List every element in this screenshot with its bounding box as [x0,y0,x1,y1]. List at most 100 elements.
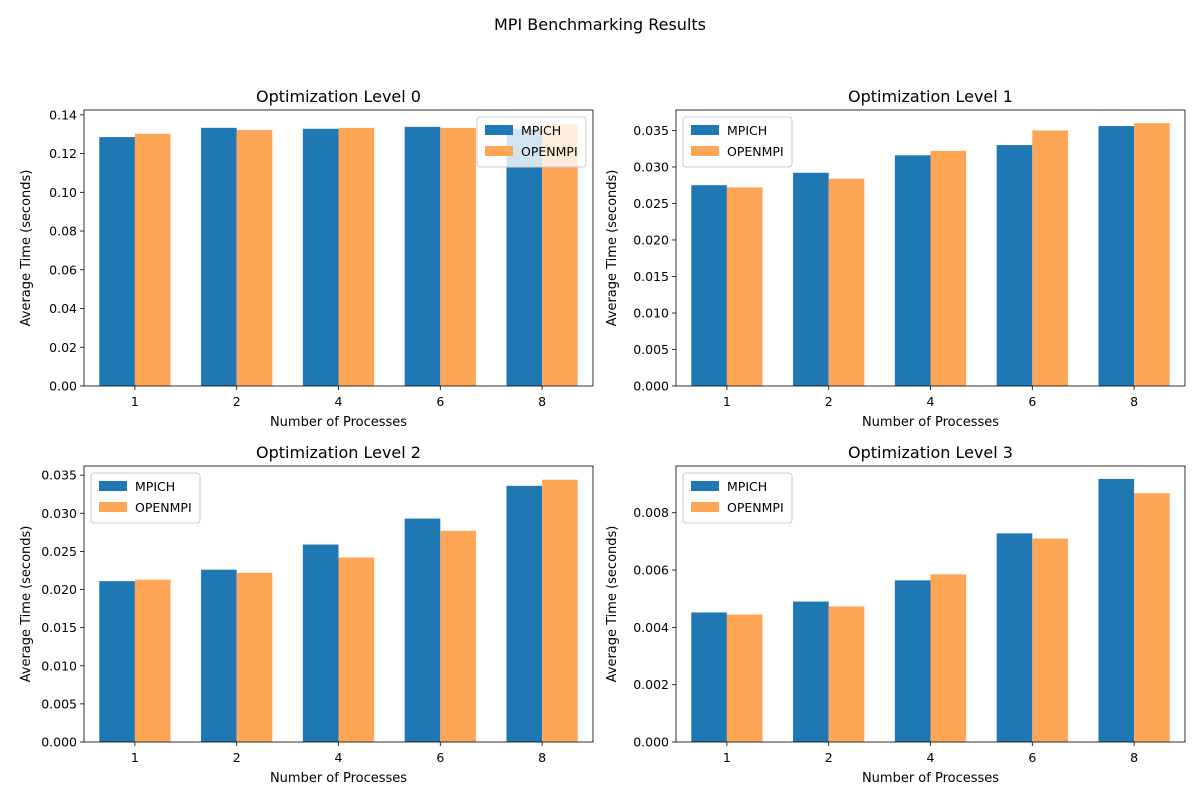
x-tick-label: 1 [131,394,139,409]
x-axis-label: Number of Processes [270,771,407,786]
y-tick-label: 0.006 [633,563,669,578]
bar-openmpi-6 [1032,538,1068,742]
x-tick-label: 2 [825,394,833,409]
y-axis-label: Average Time (seconds) [19,170,34,327]
bar-openmpi-2 [828,178,865,386]
bar-mpich-1 [691,185,727,386]
y-tick-label: 0.10 [49,185,77,200]
y-tick-label: 0.00 [49,379,77,394]
bar-mpich-1 [691,612,727,742]
bar-openmpi-6 [440,530,476,742]
subplot-title: Optimization Level 3 [848,443,1013,462]
legend: MPICH OPENMPI [682,116,793,168]
legend-label-mpich: MPICH [727,479,767,494]
bar-openmpi-4 [338,557,375,742]
x-tick-label: 2 [233,750,241,765]
legend-label-openmpi: OPENMPI [135,500,192,515]
y-tick-label: 0.015 [633,269,669,284]
x-axis-label: Number of Processes [270,415,407,430]
bar-mpich-4 [302,128,339,387]
legend-swatch-mpich [485,125,513,135]
legend-label-openmpi: OPENMPI [521,144,578,159]
bar-openmpi-2 [236,129,273,387]
bar-mpich-6 [404,518,441,742]
x-tick-label: 1 [723,750,731,765]
y-tick-label: 0.025 [41,544,77,559]
y-tick-label: 0.035 [633,123,669,138]
legend: MPICH OPENMPI [476,116,587,168]
legend: MPICH OPENMPI [682,472,793,524]
subplot-title: Optimization Level 1 [848,87,1013,106]
bar-openmpi-2 [236,572,273,742]
x-tick-label: 4 [927,750,935,765]
bar-openmpi-8 [542,123,578,387]
bar-openmpi-1 [134,133,171,386]
y-tick-label: 0.14 [49,107,77,122]
y-tick-label: 0.004 [633,620,669,635]
bar-openmpi-1 [726,614,763,742]
y-tick-label: 0.005 [41,696,77,711]
bar-mpich-8 [1098,126,1135,387]
legend-label-openmpi: OPENMPI [727,144,784,159]
bar-openmpi-6 [1032,130,1068,386]
y-tick-label: 0.000 [633,379,669,394]
y-tick-label: 0.005 [633,342,669,357]
y-tick-label: 0.015 [41,620,77,635]
subplot-0: 0.00 0.02 0.04 0.06 0.08 0.10 0.12 0.14 1 2 4 6 8 Opt… [19,87,594,430]
x-tick-label: 2 [233,394,241,409]
x-tick-label: 1 [131,750,139,765]
y-axis-label: Average Time (seconds) [605,170,620,327]
bar-mpich-4 [302,544,339,742]
subplot-2: 0.000 0.005 0.010 0.015 0.020 0.025 0.030 0.035… [19,443,594,786]
bar-openmpi-4 [930,574,967,742]
bar-openmpi-4 [338,127,375,387]
y-tick-label: 0.020 [633,232,669,247]
bar-mpich-4 [894,155,931,386]
legend-label-mpich: MPICH [521,123,561,138]
bar-mpich-2 [201,569,237,742]
subplot-grid: 0.00 0.02 0.04 0.06 0.08 0.10 0.12 0.14 1 2 4 6 8 Opt… [19,87,1186,786]
y-tick-label: 0.02 [49,340,77,355]
legend-swatch-openmpi [99,502,127,512]
x-tick-label: 1 [723,394,731,409]
legend: MPICH OPENMPI [90,472,201,524]
bar-openmpi-8 [1134,493,1170,742]
bar-openmpi-4 [930,150,967,386]
x-tick-label: 8 [538,750,546,765]
y-tick-label: 0.000 [633,735,669,750]
x-tick-label: 6 [436,394,444,409]
x-tick-label: 2 [825,750,833,765]
legend-label-mpich: MPICH [135,479,175,494]
bar-mpich-8 [506,128,543,387]
bar-mpich-6 [996,145,1033,386]
bar-mpich-8 [1098,478,1135,742]
y-axis-label: Average Time (seconds) [605,526,620,683]
figure-title: MPI Benchmarking Results [494,15,706,34]
bar-mpich-6 [404,126,441,386]
bar-mpich-6 [996,533,1033,742]
bar-openmpi-2 [828,606,865,742]
x-tick-label: 4 [927,394,935,409]
y-tick-label: 0.030 [633,159,669,174]
x-tick-label: 6 [1028,394,1036,409]
bar-mpich-2 [793,601,829,742]
x-tick-label: 8 [1130,750,1138,765]
legend-swatch-openmpi [485,146,513,156]
y-tick-label: 0.030 [41,506,77,521]
subplot-title: Optimization Level 2 [256,443,421,462]
bar-mpich-8 [506,485,543,742]
subplot-1: 0.000 0.005 0.010 0.015 0.020 0.025 0.030 0.035… [605,87,1186,430]
bar-mpich-1 [99,137,135,386]
x-tick-label: 6 [436,750,444,765]
bar-openmpi-8 [1134,123,1170,387]
x-axis-label: Number of Processes [862,771,999,786]
legend-swatch-openmpi [691,146,719,156]
x-tick-label: 4 [335,750,343,765]
y-tick-label: 0.000 [41,735,77,750]
bar-openmpi-1 [726,187,763,386]
x-tick-label: 8 [538,394,546,409]
bar-mpich-2 [793,172,829,386]
bar-mpich-1 [99,581,135,742]
y-axis-label: Average Time (seconds) [19,526,34,683]
